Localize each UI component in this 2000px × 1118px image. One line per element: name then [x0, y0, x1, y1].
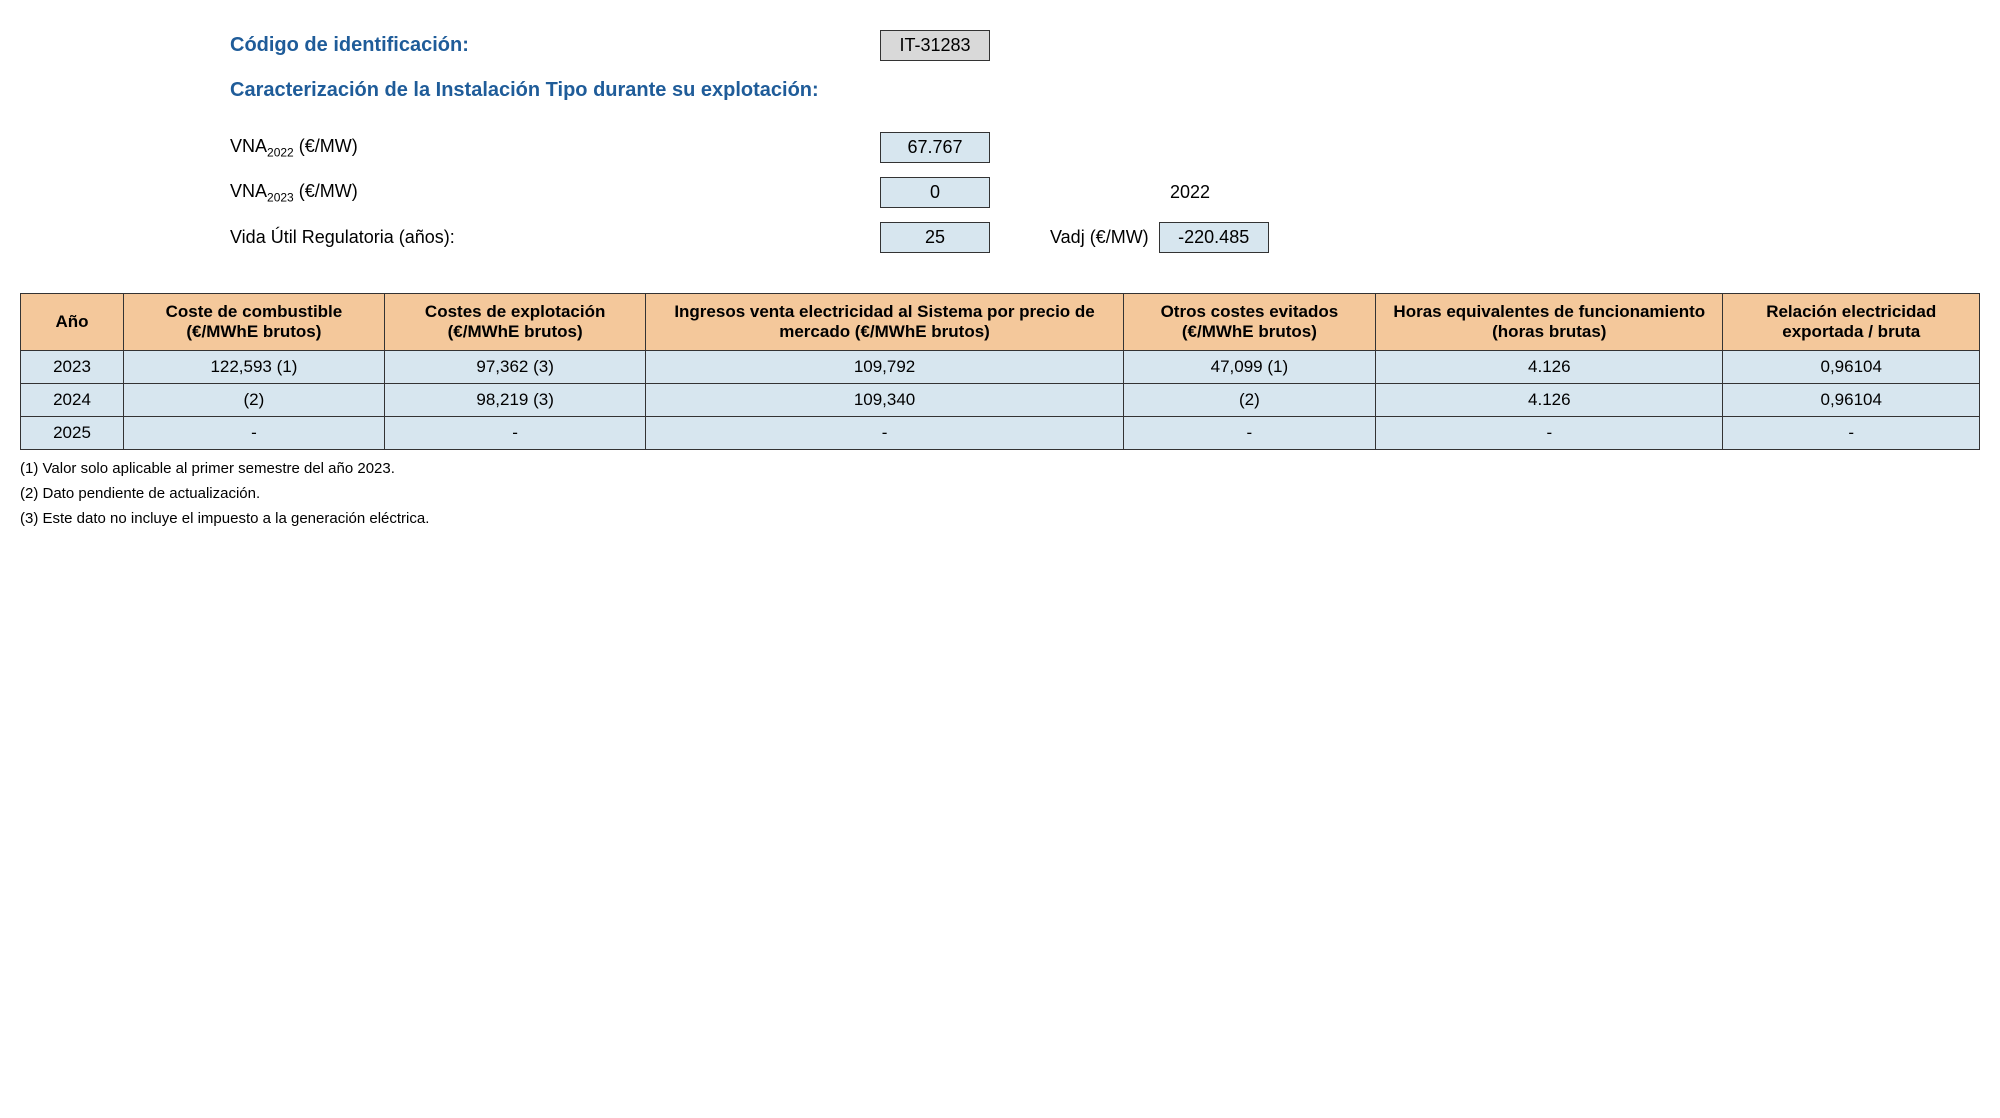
year-right-wrap: 2022 [1050, 182, 1210, 203]
table-row: 2023 122,593 (1) 97,362 (3) 109,792 47,0… [21, 351, 1980, 384]
vna2023-pre: VNA [230, 181, 267, 201]
col-combustible: Coste de combustible (€/MWhE brutos) [124, 294, 385, 351]
col-explotacion: Costes de explotación (€/MWhE brutos) [384, 294, 646, 351]
footnote-3: (3) Este dato no incluye el impuesto a l… [20, 510, 1980, 527]
vida-label: Vida Útil Regulatoria (años): [230, 227, 880, 248]
cell-ingresos: 109,792 [646, 351, 1123, 384]
cell-combustible: - [124, 417, 385, 450]
vna2022-row: VNA2022 (€/MW) 67.767 [230, 132, 1980, 163]
cell-horas: 4.126 [1376, 384, 1723, 417]
vida-value-box: 25 [880, 222, 990, 253]
cell-relacion: 0,96104 [1723, 351, 1980, 384]
caract-label: Caracterización de la Instalación Tipo d… [230, 79, 819, 102]
data-table: Año Coste de combustible (€/MWhE brutos)… [20, 293, 1980, 450]
vna2022-pre: VNA [230, 136, 267, 156]
table-row: 2024 (2) 98,219 (3) 109,340 (2) 4.126 0,… [21, 384, 1980, 417]
vadj-value-box: -220.485 [1159, 222, 1269, 253]
vna2023-row: VNA2023 (€/MW) 0 2022 [230, 177, 1980, 208]
vna2022-label: VNA2022 (€/MW) [230, 136, 880, 160]
footnotes: (1) Valor solo aplicable al primer semes… [20, 460, 1980, 527]
col-horas: Horas equivalentes de funcionamiento (ho… [1376, 294, 1723, 351]
vadj-label: Vadj (€/MW) [1050, 227, 1149, 248]
header-section: Código de identificación: IT-31283 Carac… [230, 30, 1980, 253]
vna2023-label: VNA2023 (€/MW) [230, 181, 880, 205]
cell-evitados: - [1123, 417, 1376, 450]
cell-year: 2023 [21, 351, 124, 384]
cell-evitados: 47,099 (1) [1123, 351, 1376, 384]
vna2023-value-box: 0 [880, 177, 990, 208]
vna2023-post: (€/MW) [294, 181, 358, 201]
cell-year: 2024 [21, 384, 124, 417]
cell-relacion: 0,96104 [1723, 384, 1980, 417]
cell-combustible: (2) [124, 384, 385, 417]
cell-evitados: (2) [1123, 384, 1376, 417]
caract-row: Caracterización de la Instalación Tipo d… [230, 79, 1980, 102]
cell-explotacion: - [384, 417, 646, 450]
cell-combustible: 122,593 (1) [124, 351, 385, 384]
vadj-wrap: Vadj (€/MW) -220.485 [1050, 222, 1269, 253]
id-value-box: IT-31283 [880, 30, 990, 61]
table-header-row: Año Coste de combustible (€/MWhE brutos)… [21, 294, 1980, 351]
col-year: Año [21, 294, 124, 351]
table-row: 2025 - - - - - - [21, 417, 1980, 450]
id-label: Código de identificación: [230, 34, 880, 57]
col-ingresos: Ingresos venta electricidad al Sistema p… [646, 294, 1123, 351]
cell-ingresos: - [646, 417, 1123, 450]
cell-explotacion: 98,219 (3) [384, 384, 646, 417]
cell-relacion: - [1723, 417, 1980, 450]
vida-row: Vida Útil Regulatoria (años): 25 Vadj (€… [230, 222, 1980, 253]
cell-horas: - [1376, 417, 1723, 450]
id-row: Código de identificación: IT-31283 [230, 30, 1980, 61]
vna2023-sub: 2023 [267, 190, 294, 204]
cell-horas: 4.126 [1376, 351, 1723, 384]
vna2022-value-box: 67.767 [880, 132, 990, 163]
vna2022-post: (€/MW) [294, 136, 358, 156]
vna2022-sub: 2022 [267, 145, 294, 159]
year-right: 2022 [1170, 182, 1210, 203]
col-relacion: Relación electricidad exportada / bruta [1723, 294, 1980, 351]
cell-ingresos: 109,340 [646, 384, 1123, 417]
footnote-1: (1) Valor solo aplicable al primer semes… [20, 460, 1980, 477]
cell-year: 2025 [21, 417, 124, 450]
cell-explotacion: 97,362 (3) [384, 351, 646, 384]
footnote-2: (2) Dato pendiente de actualización. [20, 485, 1980, 502]
col-evitados: Otros costes evitados (€/MWhE brutos) [1123, 294, 1376, 351]
